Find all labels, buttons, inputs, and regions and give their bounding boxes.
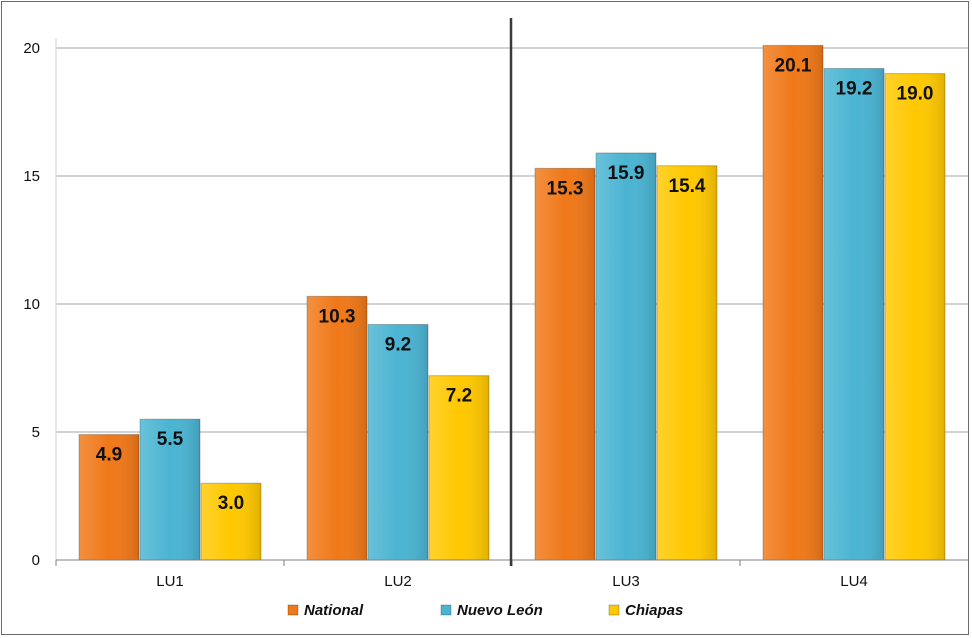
bar-shading <box>535 168 595 560</box>
data-label: 4.9 <box>96 445 122 466</box>
legend: National Nuevo León Chiapas <box>287 602 683 619</box>
legend-swatch <box>287 604 299 616</box>
data-label: 7.2 <box>446 386 472 407</box>
y-tick-label: 20 <box>23 40 40 57</box>
data-label: 5.5 <box>157 429 184 450</box>
data-labels: 4.9 5.5 3.0 10.3 9.2 7.2 15.3 15.9 15.4 20.1 19.2 1… <box>96 55 934 514</box>
bar-shading <box>140 419 200 560</box>
data-label: 10.3 <box>319 306 356 327</box>
y-tick-label: 15 <box>23 168 40 185</box>
x-axis: LU1 LU2 LU3 LU4 <box>55 18 968 590</box>
bar-shading <box>79 434 139 560</box>
bar-shading <box>824 68 884 560</box>
legend-item: Chiapas <box>608 602 683 619</box>
category-label: LU2 <box>384 573 412 590</box>
category-label: LU3 <box>612 573 640 590</box>
data-label: 9.2 <box>385 334 411 355</box>
y-tick-label: 0 <box>32 552 40 569</box>
bar-shading <box>885 73 945 560</box>
data-label: 15.4 <box>669 176 706 197</box>
legend-item: Nuevo León <box>440 602 543 619</box>
bar-shading <box>429 375 489 560</box>
bar-shading <box>307 296 367 560</box>
legend-label: Chiapas <box>625 602 683 619</box>
bar-shading <box>763 45 823 560</box>
legend-label: Nuevo León <box>457 602 543 619</box>
data-label: 20.1 <box>775 55 812 76</box>
y-tick-label: 10 <box>23 296 40 313</box>
data-label: 19.2 <box>836 78 873 99</box>
y-tick-label: 5 <box>32 424 40 441</box>
bars <box>78 44 946 561</box>
data-label: 19.0 <box>897 84 934 105</box>
bar-shading <box>657 165 717 560</box>
bar-shading <box>596 152 656 560</box>
legend-label: National <box>304 602 364 619</box>
data-label: 15.3 <box>547 178 584 199</box>
bar-shading <box>201 483 261 560</box>
category-label: LU4 <box>840 573 868 590</box>
bar-shading <box>368 324 428 560</box>
y-axis: 0 5 10 15 20 <box>23 38 57 569</box>
data-label: 3.0 <box>218 493 244 514</box>
legend-item: National <box>287 602 364 619</box>
legend-swatch <box>608 604 620 616</box>
data-label: 15.9 <box>608 163 645 184</box>
category-label: LU1 <box>156 573 184 590</box>
legend-swatch <box>440 604 452 616</box>
